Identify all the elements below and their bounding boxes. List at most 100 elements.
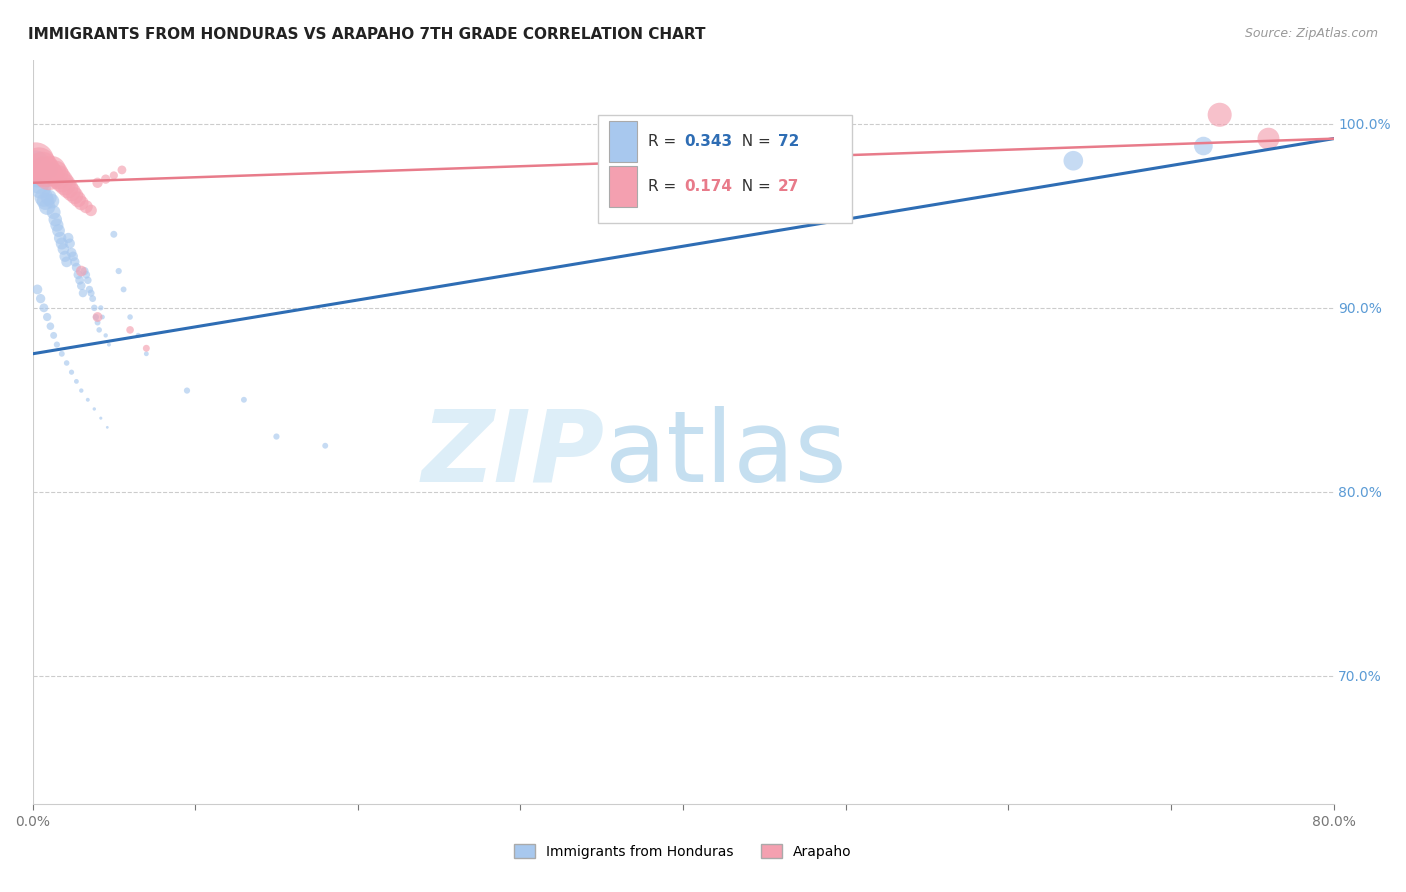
- Point: [31, 161, 53, 175]
- Point: [44, 212, 66, 227]
- Point: [76, 273, 98, 287]
- Point: [135, 347, 157, 361]
- Point: [24, 153, 46, 168]
- Point: [70, 196, 93, 211]
- Point: [65, 260, 87, 275]
- Point: [1062, 153, 1084, 168]
- Point: [84, 310, 107, 324]
- Point: [45, 337, 67, 351]
- Point: [76, 392, 98, 407]
- Point: [49, 231, 72, 245]
- Point: [83, 401, 105, 416]
- Point: [107, 264, 129, 278]
- FancyBboxPatch shape: [599, 115, 852, 223]
- Point: [48, 224, 70, 238]
- Point: [86, 176, 108, 190]
- Point: [59, 236, 82, 251]
- Point: [53, 178, 76, 192]
- Point: [96, 420, 118, 434]
- Point: [91, 310, 114, 324]
- Point: [27, 282, 49, 296]
- Point: [232, 392, 254, 407]
- Point: [62, 249, 84, 263]
- Point: [176, 384, 198, 398]
- Point: [63, 188, 86, 202]
- Point: [60, 185, 83, 199]
- Legend: Immigrants from Honduras, Arapaho: Immigrants from Honduras, Arapaho: [509, 838, 858, 864]
- FancyBboxPatch shape: [609, 166, 637, 207]
- Point: [65, 375, 87, 389]
- Point: [44, 167, 66, 181]
- Point: [30, 292, 52, 306]
- Point: [75, 200, 97, 214]
- Text: R =: R =: [648, 178, 681, 194]
- Point: [39, 319, 62, 334]
- Point: [55, 255, 77, 269]
- Text: 0.174: 0.174: [685, 178, 733, 194]
- Point: [34, 194, 56, 209]
- Point: [31, 169, 53, 183]
- Point: [24, 157, 46, 171]
- Point: [37, 310, 59, 324]
- Point: [86, 316, 108, 330]
- Point: [82, 292, 104, 306]
- Point: [103, 227, 125, 242]
- Point: [70, 278, 93, 293]
- Point: [45, 218, 67, 232]
- Point: [55, 356, 77, 370]
- Text: R =: R =: [648, 134, 681, 149]
- Point: [103, 169, 125, 183]
- Point: [80, 203, 103, 218]
- Point: [51, 236, 73, 251]
- Point: [34, 165, 56, 179]
- Point: [30, 181, 52, 195]
- Point: [28, 176, 51, 190]
- Point: [51, 174, 73, 188]
- Text: 72: 72: [778, 134, 800, 149]
- Point: [48, 170, 70, 185]
- Point: [79, 282, 101, 296]
- Point: [32, 301, 55, 315]
- Point: [1192, 139, 1215, 153]
- Point: [63, 255, 86, 269]
- Point: [52, 242, 75, 256]
- Point: [42, 205, 65, 219]
- Text: N =: N =: [733, 134, 776, 149]
- Text: Source: ZipAtlas.com: Source: ZipAtlas.com: [1244, 27, 1378, 40]
- Point: [28, 157, 51, 171]
- Point: [53, 249, 76, 263]
- Text: atlas: atlas: [605, 406, 846, 503]
- Point: [51, 347, 73, 361]
- Point: [314, 439, 336, 453]
- Point: [266, 429, 288, 443]
- Point: [38, 169, 60, 183]
- Point: [86, 310, 108, 324]
- Text: IMMIGRANTS FROM HONDURAS VS ARAPAHO 7TH GRADE CORRELATION CHART: IMMIGRANTS FROM HONDURAS VS ARAPAHO 7TH …: [28, 27, 706, 42]
- Point: [1257, 131, 1279, 145]
- Point: [32, 190, 55, 204]
- Point: [70, 264, 93, 278]
- Text: 0.343: 0.343: [685, 134, 733, 149]
- FancyBboxPatch shape: [609, 121, 637, 162]
- Point: [41, 194, 63, 209]
- Point: [90, 301, 112, 315]
- Point: [111, 162, 134, 177]
- Point: [69, 273, 91, 287]
- Point: [72, 286, 94, 301]
- Point: [41, 162, 63, 177]
- Point: [73, 264, 96, 278]
- Point: [1208, 108, 1230, 122]
- Point: [58, 181, 80, 195]
- Point: [112, 282, 135, 296]
- Point: [89, 323, 111, 337]
- Point: [60, 365, 83, 379]
- Point: [80, 286, 103, 301]
- Point: [120, 323, 142, 337]
- Point: [120, 310, 142, 324]
- Point: [75, 268, 97, 282]
- Point: [97, 337, 120, 351]
- Text: 27: 27: [778, 178, 800, 194]
- Point: [42, 328, 65, 343]
- Point: [94, 328, 117, 343]
- Text: ZIP: ZIP: [422, 406, 605, 503]
